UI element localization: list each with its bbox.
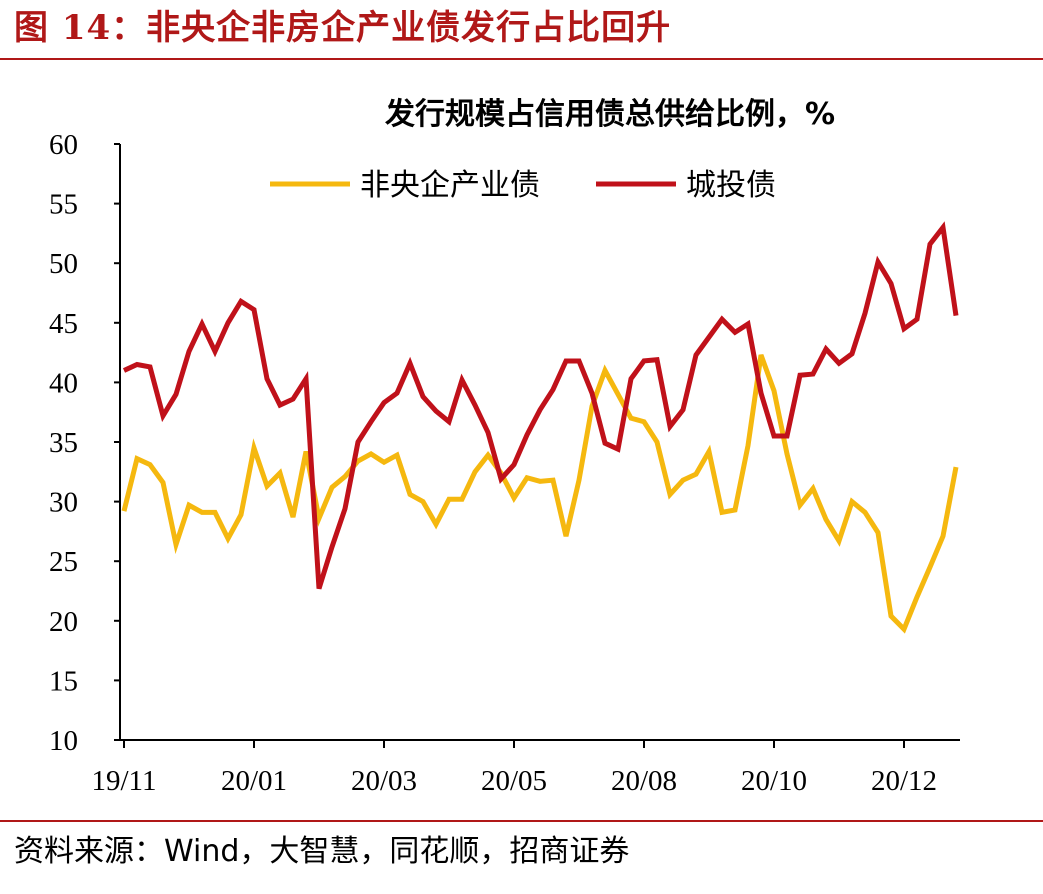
y-tick-label: 60	[49, 129, 78, 161]
data-source-note: 资料来源：Wind，大智慧，同花顺，招商证券	[14, 834, 630, 869]
legend-label: 城投债	[686, 168, 776, 203]
y-tick-label: 55	[49, 189, 78, 221]
y-tick-label: 15	[49, 665, 78, 697]
x-tick-label: 20/01	[221, 765, 287, 797]
y-tick-label: 35	[49, 427, 78, 459]
y-axis-ticks: 60 55 50 45 40 35 30 25 20 15 10	[49, 129, 120, 757]
x-tick-label: 20/10	[741, 765, 807, 797]
x-tick-label: 20/08	[611, 765, 677, 797]
series-line-industrial-bonds	[121, 354, 959, 634]
legend-label: 非央企产业债	[360, 168, 540, 203]
x-tick-label: 20/12	[871, 765, 937, 797]
y-tick-label: 10	[49, 725, 78, 757]
line-chart: 发行规模占信用债总供给比例，% 60 55 50 45 40 35 30 25 20 15 10 1…	[49, 97, 960, 797]
chart-legend: 非央企产业债 城投债	[270, 168, 776, 203]
chart-title: 发行规模占信用债总供给比例，%	[384, 97, 835, 132]
figure-title: 图 14：非央企非房企产业债发行占比回升	[14, 8, 672, 48]
x-axis-ticks: 19/11 20/01 20/03 20/05 20/08 20/10 20/12	[92, 740, 937, 797]
chart-axes	[119, 144, 960, 741]
y-tick-label: 20	[49, 606, 78, 638]
x-tick-label: 20/03	[351, 765, 417, 797]
title-divider	[0, 58, 1043, 60]
footer-divider	[0, 820, 1043, 822]
x-tick-label: 19/11	[92, 765, 157, 797]
y-tick-label: 40	[49, 367, 78, 399]
series-layer	[121, 221, 959, 634]
x-tick-label: 20/05	[481, 765, 547, 797]
y-tick-label: 30	[49, 487, 78, 519]
y-tick-label: 45	[49, 308, 78, 340]
y-tick-label: 50	[49, 248, 78, 280]
series-line-urban-investment-bonds	[122, 221, 959, 590]
y-tick-label: 25	[49, 546, 78, 578]
